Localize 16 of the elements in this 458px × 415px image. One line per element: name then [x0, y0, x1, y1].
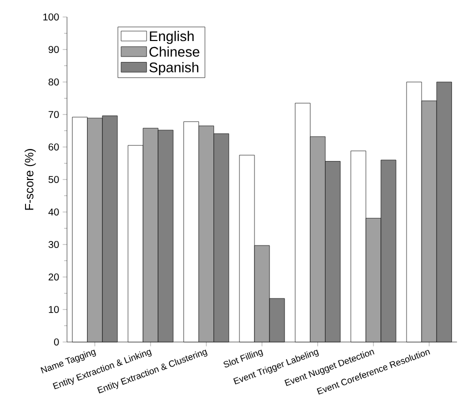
- y-tick-label: 10: [48, 306, 59, 314]
- y-tick-label: 90: [48, 46, 59, 54]
- y-tick-label: 60: [48, 143, 59, 151]
- y-tick-label: 0: [54, 338, 59, 346]
- y-tick-label: 100: [43, 13, 59, 21]
- legend-label: Chinese: [149, 46, 200, 57]
- y-tick-label: 70: [48, 110, 59, 118]
- y-axis-title: F-score (%): [24, 149, 36, 210]
- y-tick-label: 30: [48, 240, 59, 248]
- y-tick-label: 20: [48, 273, 59, 281]
- y-tick-label: 80: [48, 78, 59, 86]
- y-tick-label: 40: [48, 208, 59, 216]
- x-tick-label: Slot Filling: [224, 350, 264, 368]
- y-tick-label: 50: [48, 176, 59, 184]
- legend-label: Spanish: [149, 62, 198, 76]
- legend-label: English: [150, 30, 194, 44]
